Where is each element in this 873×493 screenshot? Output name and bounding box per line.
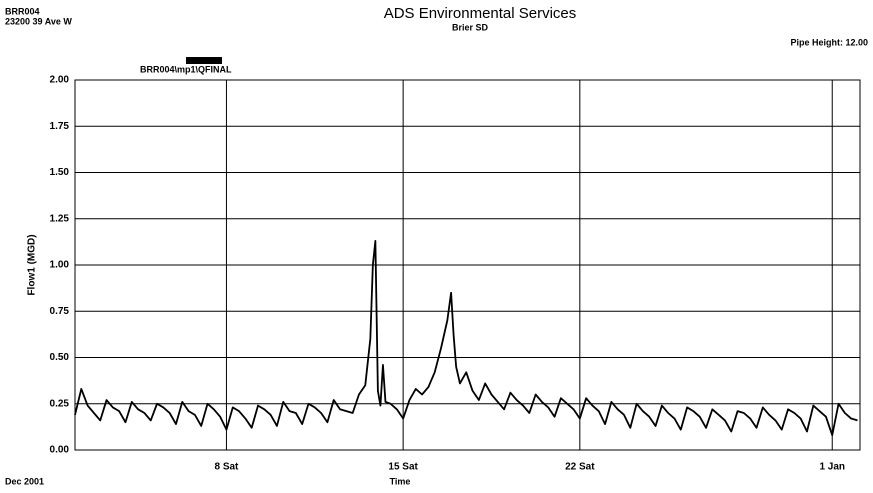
y-tick-label: 1.00 (50, 260, 70, 271)
address: 23200 39 Ave W (5, 16, 72, 26)
period: Dec 2001 (5, 476, 44, 486)
site-id: BRR004 (5, 6, 40, 16)
y-tick-label: 1.75 (50, 121, 70, 132)
y-tick-label: 1.25 (50, 213, 70, 224)
x-tick-label: 15 Sat (388, 462, 418, 473)
y-tick-label: 1.50 (50, 167, 70, 178)
y-tick-label: 0.75 (50, 306, 70, 317)
chart-title: ADS Environmental Services (384, 5, 577, 22)
flow-line (74, 240, 858, 437)
y-tick-label: 0.25 (50, 398, 70, 409)
y-axis-label: Flow1 (MGD) (27, 234, 38, 295)
pipe-height: Pipe Height: 12.00 (790, 37, 868, 47)
y-tick-label: 0.00 (50, 445, 70, 456)
x-tick-label: 8 Sat (214, 462, 239, 473)
x-tick-label: 22 Sat (565, 462, 595, 473)
y-tick-label: 2.00 (50, 75, 70, 86)
x-tick-label: 1 Jan (819, 462, 845, 473)
chart-subtitle: Brier SD (452, 22, 489, 32)
x-axis-label: Time (390, 476, 411, 486)
legend-swatch (186, 57, 222, 64)
legend-label: BRR004\mp1\QFINAL (140, 64, 232, 74)
y-tick-label: 0.50 (50, 352, 70, 363)
